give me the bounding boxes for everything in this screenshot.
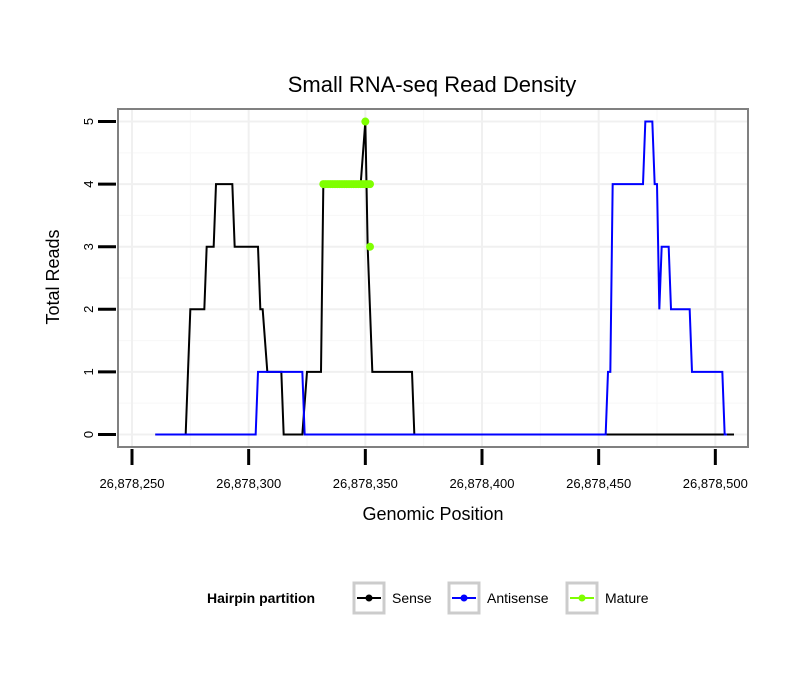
x-axis-title: Genomic Position (362, 504, 503, 524)
y-tick-label: 1 (81, 368, 96, 375)
legend-dot-antisense (460, 594, 468, 602)
y-tick-label: 4 (81, 180, 96, 187)
x-tick-label: 26,878,400 (449, 476, 514, 491)
x-tick-label: 26,878,500 (683, 476, 748, 491)
legend-dot-mature (578, 594, 586, 602)
legend-dot-sense (365, 594, 373, 602)
point-mature (361, 117, 370, 126)
y-axis-title: Total Reads (43, 229, 63, 324)
x-axis: 26,878,250 26,878,300 26,878,350 26,878,400… (99, 449, 748, 491)
x-tick-label: 26,878,350 (333, 476, 398, 491)
legend-item-antisense: Antisense (447, 581, 549, 615)
x-tick-label: 26,878,250 (99, 476, 164, 491)
gridlines (118, 109, 748, 447)
legend: Hairpin partition Sense Antisense Mature (207, 581, 649, 615)
y-tick-label: 0 (81, 431, 96, 438)
legend-item-sense: Sense (352, 581, 432, 615)
legend-label-antisense: Antisense (487, 590, 549, 606)
legend-label-sense: Sense (392, 590, 432, 606)
chart-title: Small RNA-seq Read Density (288, 72, 577, 97)
series-line-antisense (155, 120, 727, 436)
point-mature (366, 242, 374, 251)
y-tick-label: 3 (81, 243, 96, 250)
x-tick-label: 26,878,450 (566, 476, 631, 491)
legend-title: Hairpin partition (207, 590, 315, 606)
legend-label-mature: Mature (605, 590, 649, 606)
y-axis: 0 1 2 3 4 5 (81, 118, 116, 438)
y-tick-label: 2 (81, 306, 96, 313)
series-layer (155, 117, 734, 436)
x-tick-label: 26,878,300 (216, 476, 281, 491)
point-mature (366, 180, 374, 189)
legend-item-mature: Mature (565, 581, 649, 615)
plot-border (117, 108, 749, 448)
y-tick-label: 5 (81, 118, 96, 125)
